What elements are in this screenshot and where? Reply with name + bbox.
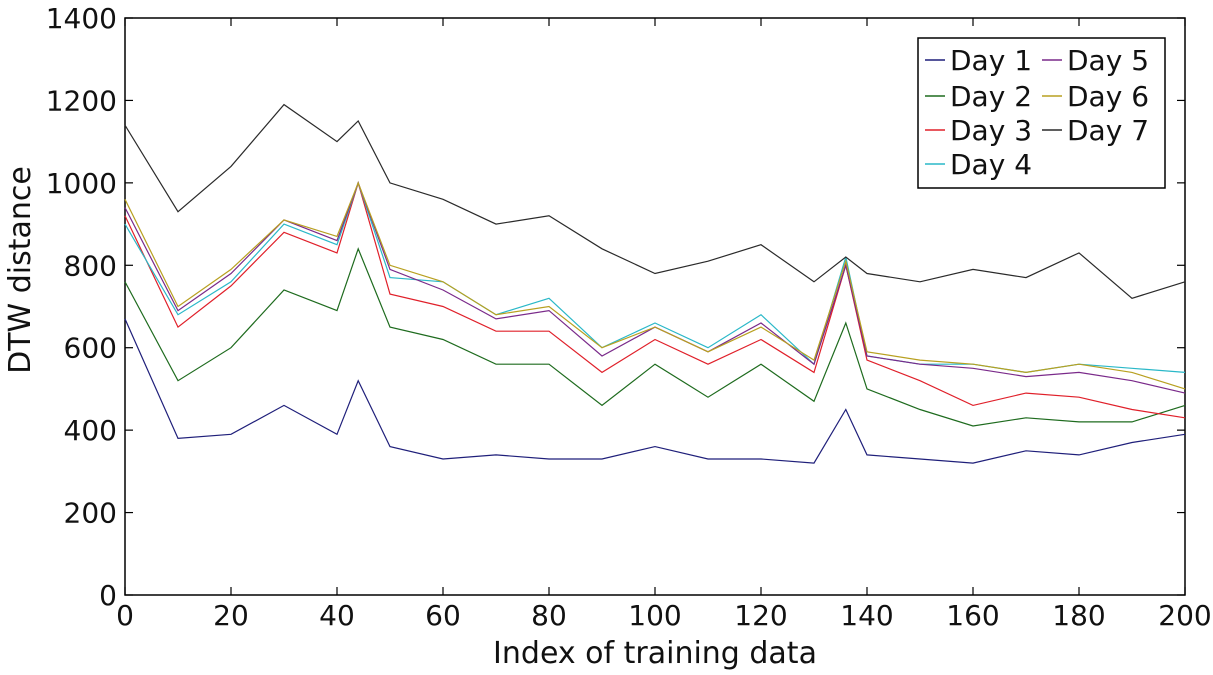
y-tick-label: 1400 xyxy=(46,2,117,35)
x-tick-label: 20 xyxy=(213,599,249,632)
x-tick-label: 60 xyxy=(425,599,461,632)
legend-box xyxy=(917,37,1166,189)
legend-label: Day 2 xyxy=(950,80,1032,113)
legend-label: Day 6 xyxy=(1067,80,1149,113)
series-line-day-6 xyxy=(124,181,1186,390)
x-tick-label: 160 xyxy=(946,599,999,632)
x-tick-label: 80 xyxy=(531,599,567,632)
x-axis-title: Index of training data xyxy=(493,636,817,671)
series-line-day-3 xyxy=(124,180,1186,419)
legend-label: Day 4 xyxy=(950,148,1032,181)
y-tick-label: 200 xyxy=(64,497,117,530)
x-tick-label: 120 xyxy=(734,599,787,632)
y-tick-label: 800 xyxy=(64,249,117,282)
y-tick-label: 1000 xyxy=(46,167,117,200)
series-line-day-1 xyxy=(124,318,1186,464)
x-axis: 0 20 40 60 80 100 120 140 160 180 200 xyxy=(116,18,1212,632)
legend-label: Day 7 xyxy=(1067,114,1149,147)
y-tick-label: 400 xyxy=(64,414,117,447)
x-tick-label: 40 xyxy=(319,599,355,632)
series-line-day-7 xyxy=(124,103,1186,299)
y-axis: 0 200 400 600 800 1000 1200 1400 xyxy=(46,2,1185,612)
x-tick-label: 200 xyxy=(1158,599,1211,632)
legend-label: Day 3 xyxy=(950,114,1032,147)
y-axis-title: DTW distance xyxy=(3,166,38,374)
series-line-day-2 xyxy=(124,247,1186,427)
y-tick-label: 0 xyxy=(99,579,117,612)
legend-label: Day 1 xyxy=(950,44,1032,77)
x-tick-label: 100 xyxy=(628,599,681,632)
series-lines xyxy=(124,103,1186,464)
y-tick-label: 1200 xyxy=(46,84,117,117)
x-tick-label: 180 xyxy=(1052,599,1105,632)
legend-label: Day 5 xyxy=(1067,44,1149,77)
x-tick-label: 0 xyxy=(116,599,134,632)
x-tick-label: 140 xyxy=(840,599,893,632)
y-tick-label: 600 xyxy=(64,332,117,365)
